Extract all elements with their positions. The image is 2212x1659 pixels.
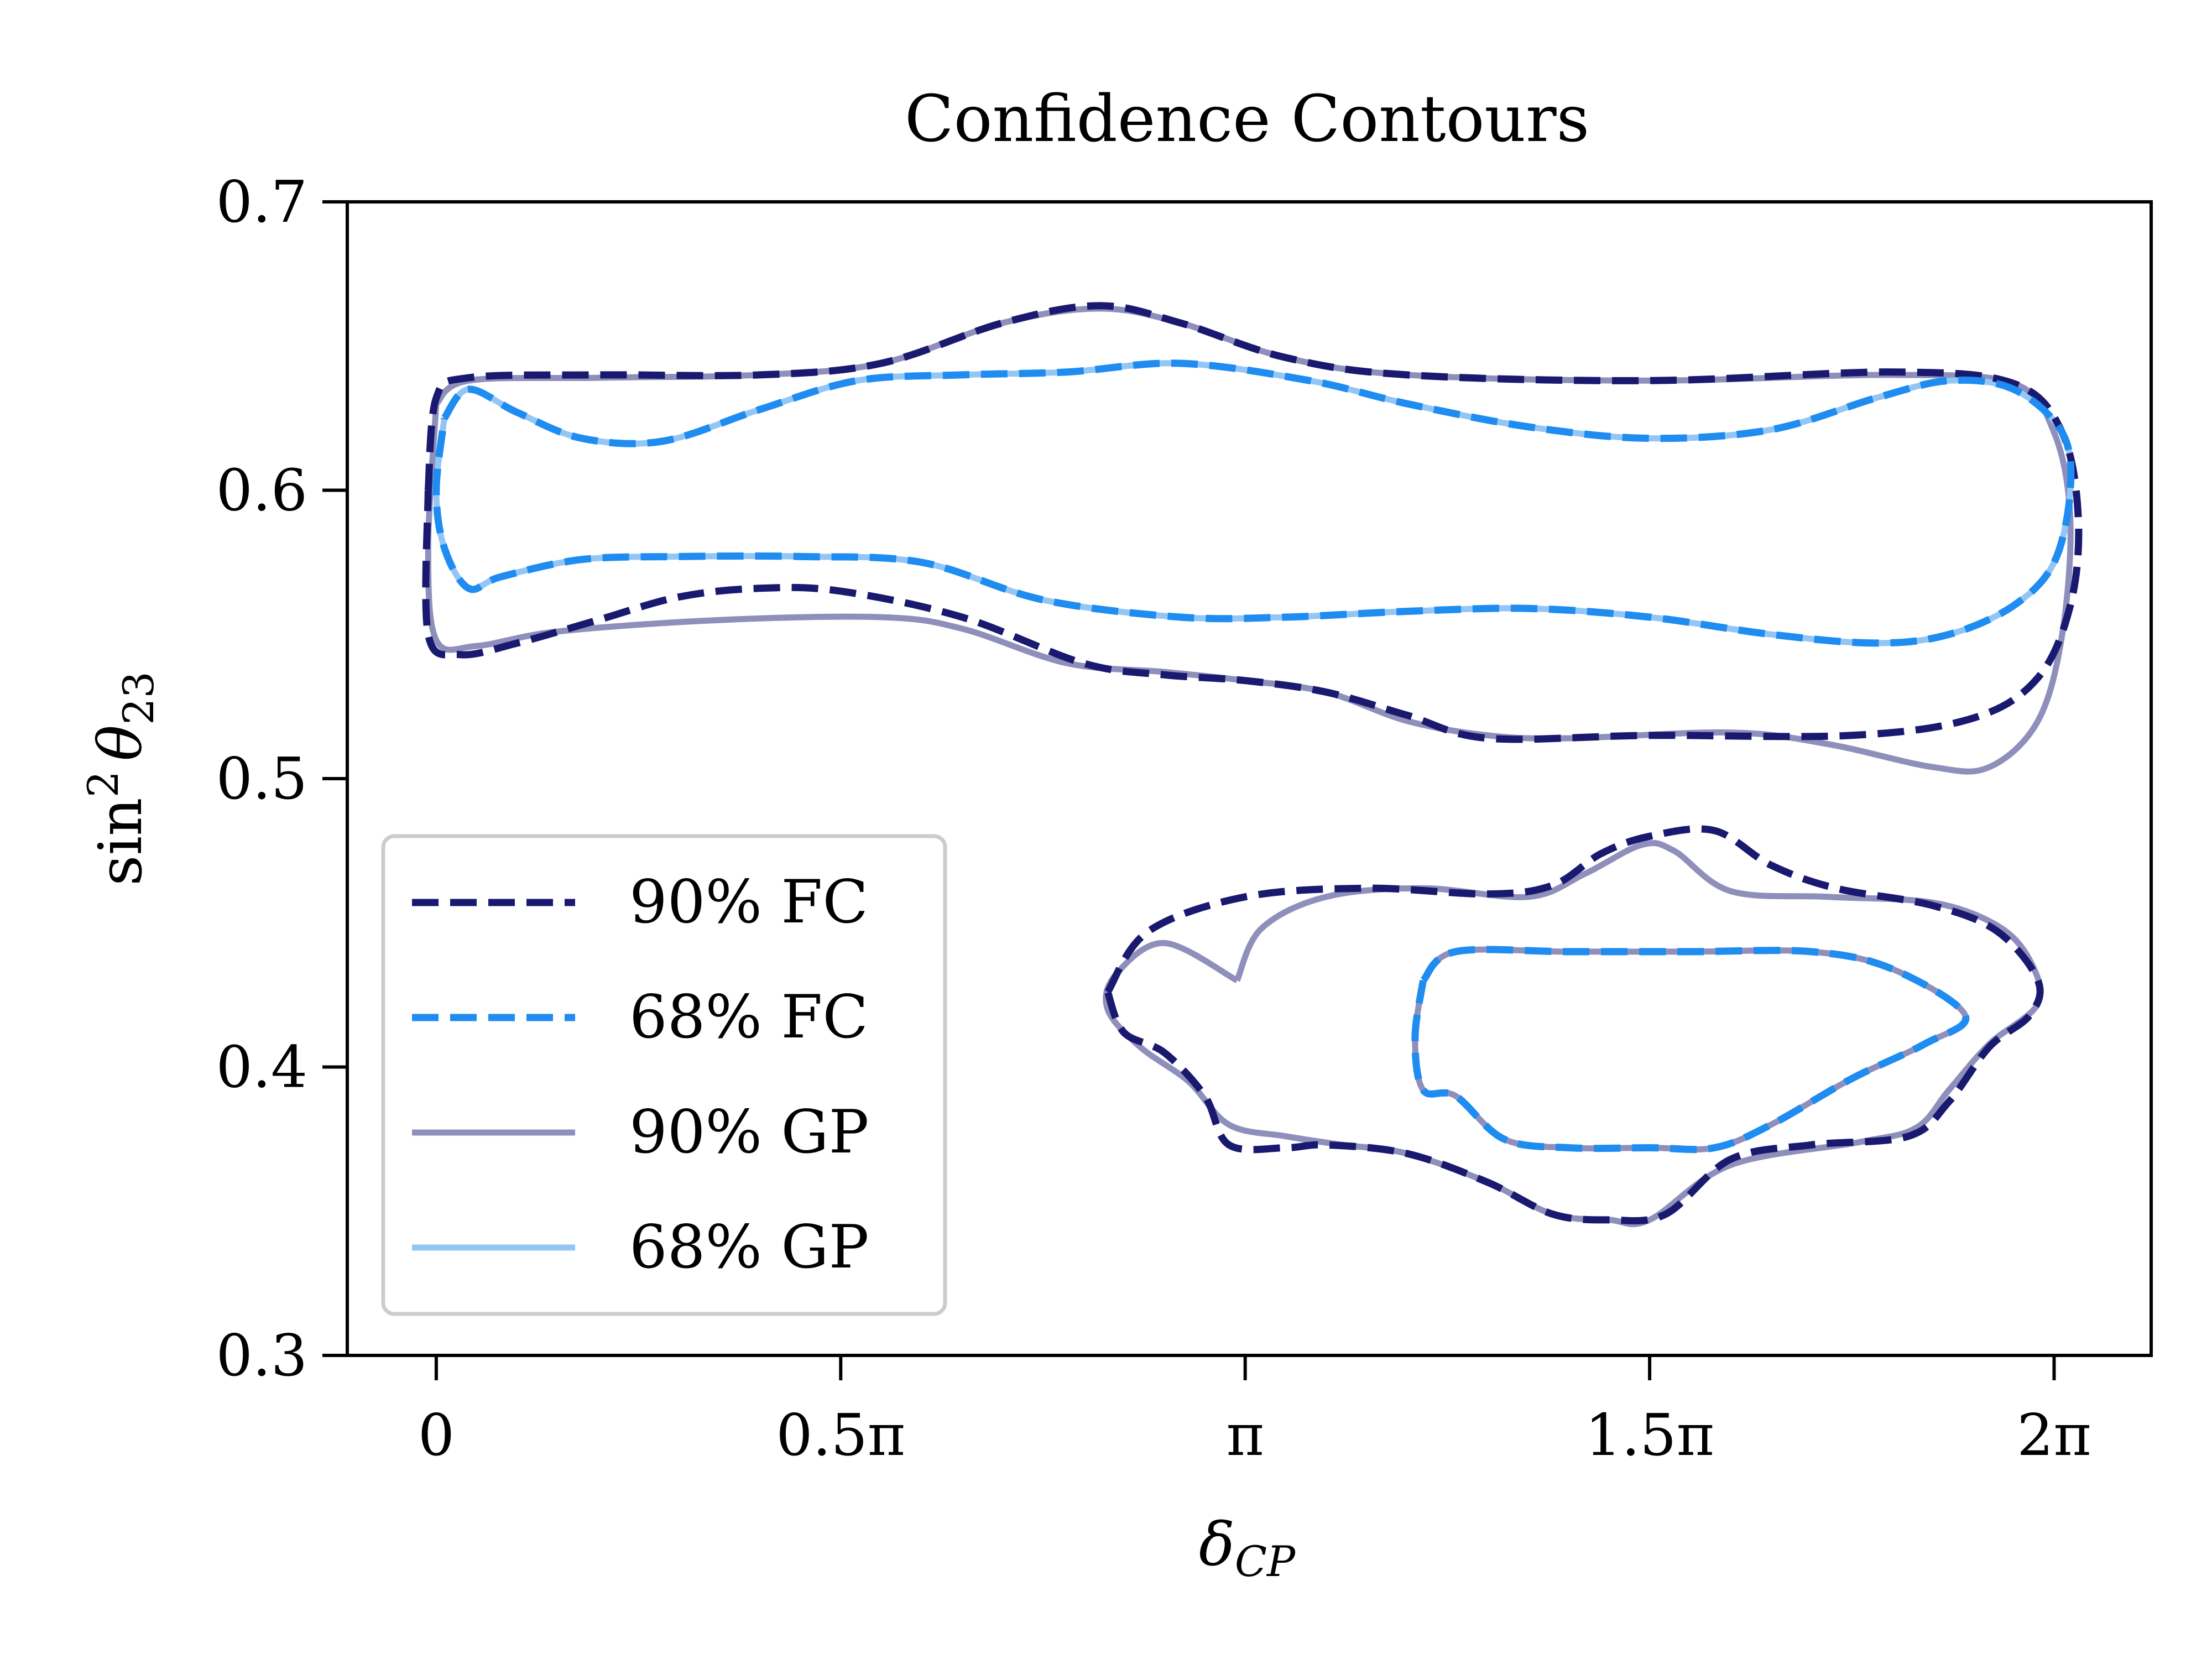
legend-box <box>381 834 947 1316</box>
legend-label-68-gp: 68% GP <box>629 1213 869 1282</box>
legend-label-68-fc: 68% FC <box>629 983 868 1052</box>
chart-title: Confidence Contours <box>905 82 1589 156</box>
contour-68-fc-1 <box>432 359 2075 647</box>
x-tick-label: 0 <box>418 1401 455 1469</box>
series-90-fc <box>422 302 2083 1225</box>
y-axis-label-subscript: 23 <box>114 671 163 725</box>
x-tick-label: 2π <box>2017 1401 2091 1469</box>
x-axis: 0 0.5π π 1.5π 2π <box>418 1355 2091 1469</box>
y-axis-label-function: sin <box>86 797 155 886</box>
x-tick-label: π <box>1227 1401 1264 1469</box>
x-axis-label: δCP <box>1199 1510 1296 1586</box>
legend-label-90-fc: 90% FC <box>629 868 868 937</box>
series-68-fc <box>432 359 2075 1154</box>
y-tick-label: 0.5 <box>216 745 307 812</box>
y-axis-label-symbol: θ <box>86 725 155 761</box>
contour-90-fc-1 <box>422 302 2083 743</box>
y-tick-label: 0.3 <box>216 1322 307 1389</box>
y-tick-label: 0.7 <box>216 168 307 236</box>
legend-items: 90% FC 68% FC 90% GP 68% GP <box>412 868 869 1282</box>
y-tick-label: 0.4 <box>216 1034 307 1101</box>
y-axis: 0.3 0.4 0.5 0.6 0.7 <box>216 168 347 1389</box>
legend: 90% FC 68% FC 90% GP 68% GP <box>381 834 947 1316</box>
contour-90-fc-2 <box>1104 825 2044 1225</box>
x-axis-label-subscript: CP <box>1235 1537 1296 1586</box>
x-tick-label: 1.5π <box>1585 1401 1714 1469</box>
y-tick-label: 0.6 <box>216 457 307 524</box>
y-axis-label-power: 2 <box>79 771 128 797</box>
contour-68-fc-2 <box>1411 946 1970 1154</box>
x-tick-label: 0.5π <box>776 1401 905 1469</box>
contour-layer <box>422 302 2083 1228</box>
y-axis-label: sin2 θ23 <box>79 671 163 886</box>
x-axis-label-symbol: δ <box>1199 1510 1235 1579</box>
legend-label-90-gp: 90% GP <box>629 1098 869 1167</box>
